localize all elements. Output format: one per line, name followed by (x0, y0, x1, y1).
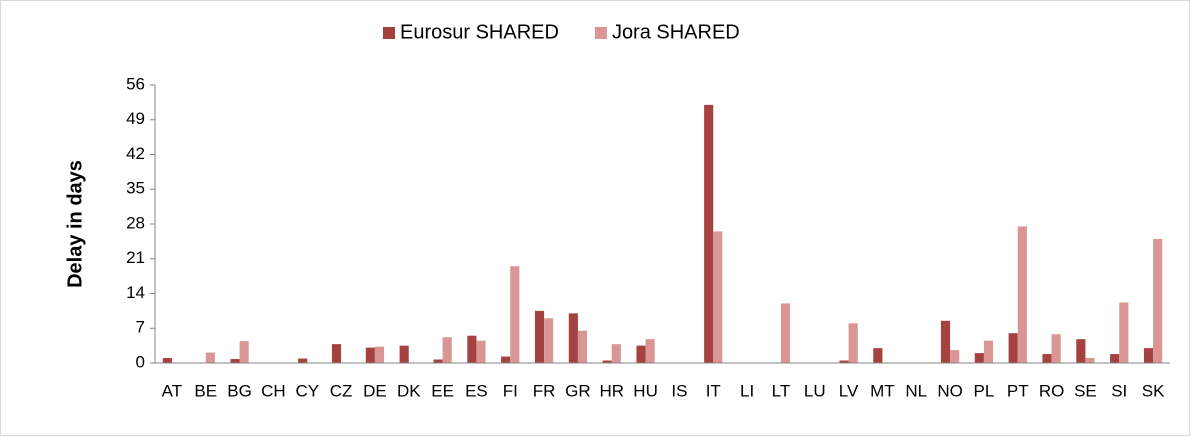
y-tick-label: 0 (136, 352, 145, 371)
bar (1110, 354, 1120, 363)
x-tick-label: AT (162, 381, 182, 400)
x-tick-label: HR (599, 381, 624, 400)
y-tick-label: 28 (126, 213, 145, 232)
y-tick-label: 56 (126, 74, 145, 93)
legend-label: Eurosur SHARED (400, 21, 559, 43)
bar (230, 359, 240, 363)
bar (873, 348, 883, 363)
y-tick-label: 21 (126, 248, 145, 267)
x-tick-label: MT (870, 381, 895, 400)
x-tick-label: EE (431, 381, 454, 400)
bar (534, 310, 545, 363)
x-tick-label: PT (1007, 381, 1029, 400)
bar (839, 360, 849, 363)
x-tick-label: LI (740, 381, 754, 400)
x-tick-label: FI (503, 381, 518, 400)
x-tick-label: NL (905, 381, 927, 400)
x-tick-label: NO (937, 381, 963, 400)
bar (365, 347, 375, 363)
bar (611, 344, 621, 363)
x-tick-label: SK (1142, 381, 1165, 400)
bar (433, 359, 443, 363)
bar (1042, 354, 1052, 363)
x-tick-label: SI (1111, 381, 1127, 400)
bar (602, 360, 612, 363)
bar (940, 320, 951, 363)
bar (1051, 334, 1061, 363)
bar (467, 335, 477, 363)
bar (544, 318, 554, 363)
y-tick-label: 7 (136, 318, 145, 337)
bar (780, 303, 791, 363)
y-tick-label: 49 (126, 109, 145, 128)
legend-swatch (383, 27, 395, 39)
y-tick-label: 42 (126, 144, 145, 163)
bar (1008, 333, 1018, 363)
bar (1017, 226, 1027, 363)
x-tick-label: FR (533, 381, 556, 400)
bar (162, 358, 172, 363)
bar (205, 352, 215, 363)
bar (645, 339, 655, 363)
x-tick-label: CH (261, 381, 286, 400)
bar (399, 345, 409, 363)
x-tick-label: ES (465, 381, 488, 400)
x-tick-label: LT (772, 381, 791, 400)
x-tick-label: LU (804, 381, 826, 400)
bar (442, 337, 452, 363)
bar (1085, 358, 1095, 363)
x-tick-label: LV (839, 381, 859, 400)
bar (848, 323, 858, 363)
bar (983, 340, 994, 363)
x-tick-label: DK (397, 381, 421, 400)
x-tick-label: BG (227, 381, 252, 400)
x-tick-label: PL (974, 381, 995, 400)
bar (950, 350, 960, 363)
bar (1153, 238, 1163, 363)
bar (568, 313, 578, 363)
bar (298, 358, 308, 363)
bar (331, 344, 342, 363)
bar (1143, 348, 1154, 363)
y-tick-label: 35 (126, 179, 145, 198)
x-tick-label: CZ (330, 381, 353, 400)
x-tick-label: SE (1074, 381, 1097, 400)
y-tick-label: 14 (126, 283, 145, 302)
bar (704, 104, 714, 363)
x-tick-label: IS (671, 381, 687, 400)
bar (974, 353, 984, 363)
bar (239, 341, 249, 363)
bar (476, 340, 486, 363)
bar (1119, 302, 1129, 363)
x-tick-label: GR (565, 381, 591, 400)
bar (636, 345, 646, 363)
bar (510, 266, 520, 363)
bar (1076, 339, 1086, 363)
legend-label: Jora SHARED (612, 21, 740, 43)
x-tick-label: RO (1039, 381, 1065, 400)
x-tick-label: BE (194, 381, 217, 400)
y-axis-label: Delay in days (64, 160, 86, 288)
legend-swatch (594, 27, 607, 39)
bar (577, 330, 588, 363)
bar (501, 356, 511, 363)
x-tick-label: DE (363, 381, 387, 400)
x-tick-label: CY (295, 381, 319, 400)
x-tick-label: HU (633, 381, 658, 400)
bar (374, 346, 385, 363)
bar (713, 231, 723, 363)
x-tick-label: IT (706, 381, 721, 400)
